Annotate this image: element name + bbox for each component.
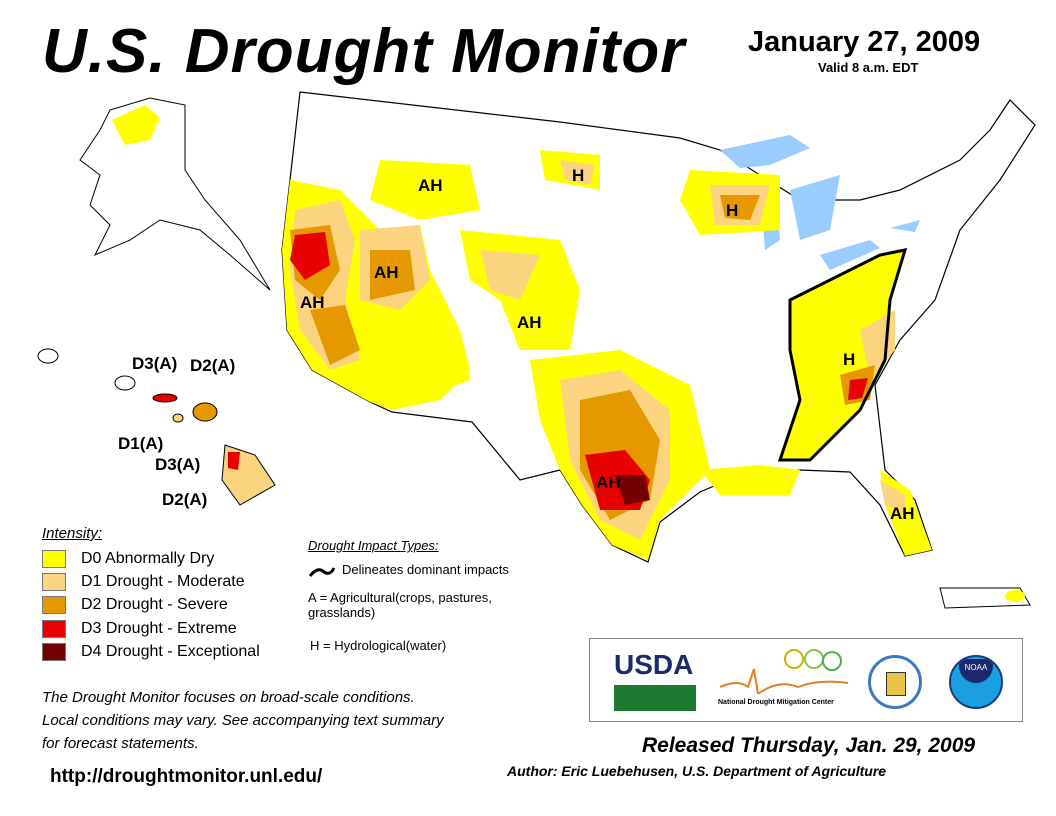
legend-label: D4 Drought - Exceptional [81,643,260,660]
ndmc-logo: National Drought Mitigation Center [718,649,853,711]
d1-swatch [42,573,66,591]
note-line: The Drought Monitor focuses on broad-sca… [42,689,415,706]
legend-label: D2 Drought - Severe [81,596,228,613]
usda-logo: USDA [614,649,696,711]
legend-item-d4: D4 Drought - Exceptional [42,643,260,661]
label-hawaii: D1(A) [118,434,163,453]
alaska-d0 [112,105,160,145]
label-ah: AH [890,504,915,523]
impact-hydrological: H = Hydrological(water) [310,638,447,653]
ndmc-logo-text: National Drought Mitigation Center [718,699,834,706]
drought-areas [282,150,932,560]
label-ah: AH [374,263,399,282]
disclaimer-note: The Drought Monitor focuses on broad-sca… [42,686,444,755]
d2-swatch [42,596,66,614]
label-h: H [843,350,855,369]
alaska [79,97,271,291]
label-ah: AH [300,293,325,312]
d3-swatch [42,620,66,638]
legend-label: D0 Abnormally Dry [81,550,215,567]
map-date: January 27, 2009 [748,26,981,58]
label-hawaii: D2(A) [162,490,207,509]
release-date: Released Thursday, Jan. 29, 2009 [642,734,976,757]
ndmc-trees-icon [719,649,849,696]
note-line: for forecast statements. [42,735,199,752]
label-ah: AH [517,313,542,332]
impact-types-title: Drought Impact Types: [308,538,439,553]
legend-item-d1: D1 Drought - Moderate [42,573,245,591]
legend-label: D3 Drought - Extreme [81,620,237,637]
label-hawaii: D3(A) [132,354,177,373]
impact-delineates: Delineates dominant impacts [342,562,509,577]
noaa-logo-text: NOAA [959,659,993,683]
label-h: H [726,201,738,220]
legend-item-d3: D3 Drought - Extreme [42,620,237,638]
legend-label: D1 Drought - Moderate [81,573,245,590]
legend-item-d0: D0 Abnormally Dry [42,550,214,568]
legend-item-d2: D2 Drought - Severe [42,596,228,614]
label-ah: AH [418,176,443,195]
impact-line-icon [308,567,336,577]
usda-field-icon [614,682,696,711]
label-ah: AH [596,473,621,492]
great-lakes [720,135,920,270]
page-title: U.S. Drought Monitor [42,17,686,86]
puerto-rico-d0 [1005,590,1025,602]
impact-agricultural: A = Agricultural(crops, pastures, grassl… [308,590,492,620]
d0-swatch [42,550,66,568]
label-hawaii: D2(A) [190,356,235,375]
note-line: Local conditions may vary. See accompany… [42,712,444,729]
partner-logos: USDA National Drought Mitigation Center … [589,638,1023,722]
d4-swatch [42,643,66,661]
hawaii [37,348,276,506]
noaa-logo: NOAA [949,655,1003,709]
label-h: H [572,166,584,185]
legend-title: Intensity: [42,525,103,542]
valid-time: Valid 8 a.m. EDT [818,60,919,75]
website-link[interactable]: http://droughtmonitor.unl.edu/ [50,766,323,787]
author: Author: Eric Luebehusen, U.S. Department… [507,763,887,779]
label-hawaii: D3(A) [155,455,200,474]
usda-logo-text: USDA [614,649,694,680]
doc-seal-icon [868,655,922,709]
